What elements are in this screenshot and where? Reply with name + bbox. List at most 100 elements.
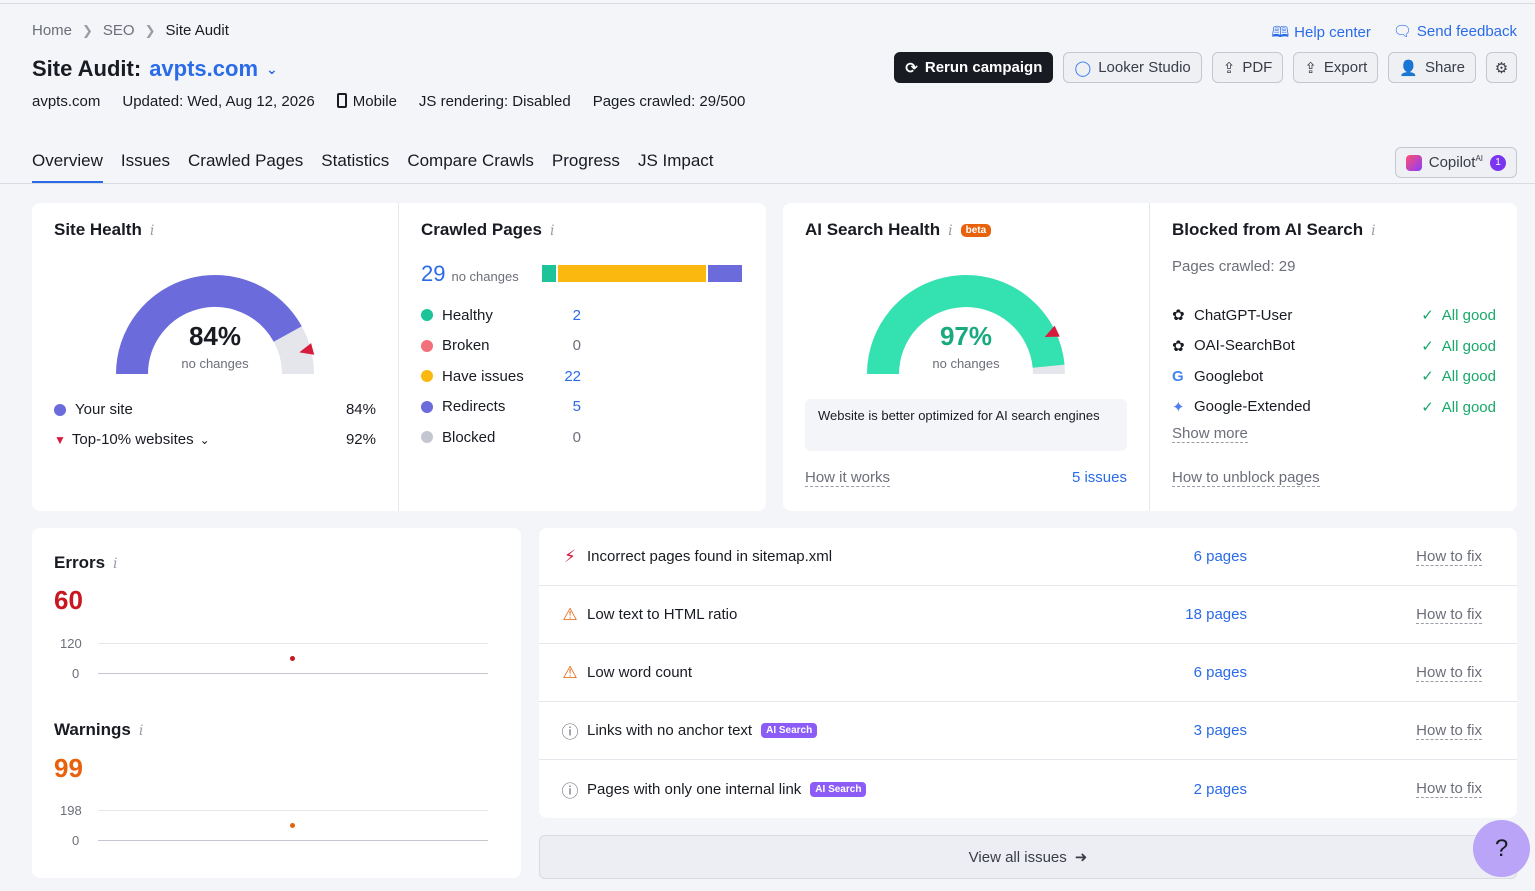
bar-segment-redirects[interactable] [708,265,742,282]
tab-overview[interactable]: Overview [32,151,103,184]
looker-label: Looker Studio [1098,59,1191,76]
crawled-item-value[interactable]: 5 [572,398,581,416]
meta-device-label: Mobile [352,93,397,110]
top-issues-card: ⚡ Incorrect pages found in sitemap.xml 6 p… [539,528,1517,818]
openai-icon: ✿ [1172,337,1185,355]
pdf-button[interactable]: ⇪ PDF [1211,52,1284,83]
crawled-total-value[interactable]: 29 [421,261,446,286]
how-to-fix-link[interactable]: How to fix [1416,721,1482,740]
how-to-fix-link[interactable]: How to fix [1416,780,1482,798]
issue-count-link[interactable]: 18 pages [1185,606,1247,623]
warnings-data-point[interactable] [290,822,295,828]
breadcrumb-home[interactable]: Home [32,22,73,39]
issue-label[interactable]: Low text to HTML ratio [587,606,738,623]
ai-issues-link[interactable]: 5 issues [1071,469,1127,486]
crawled-item-label: Have issues [442,367,524,385]
ai-health-value: 97% [939,321,993,351]
header-links: 🕮 Help center 🗨 Send feedback [1271,22,1517,47]
book-icon: 🕮 [1271,24,1290,41]
export-button[interactable]: ⇪ Export [1293,52,1379,83]
legend-dot [421,339,433,352]
issue-count-link[interactable]: 6 pages [1193,664,1247,681]
settings-button[interactable]: ⚙ [1486,52,1517,83]
info-icon[interactable]: i [549,223,555,239]
info-icon[interactable]: i [948,223,953,239]
gemini-icon: ✦ [1172,398,1185,416]
help-center-label: Help center [1294,24,1371,41]
breadcrumb-seo[interactable]: SEO [102,22,135,39]
triangle-down-icon: ▼ [54,432,66,447]
show-more-link[interactable]: Show more [1172,425,1248,443]
site-health-title: Site Health i [54,220,154,240]
site-health-gauge [116,275,315,375]
page-title: Site Audit: avpts.com ⌄ [32,56,278,82]
bar-segment-healthy[interactable] [542,265,556,282]
how-it-works-link[interactable]: How it works [805,469,891,487]
bot-row: ✦ Google-Extended ✓ All good [1172,392,1496,423]
how-to-fix-link[interactable]: How to fix [1416,663,1482,682]
issue-count-link[interactable]: 2 pages [1193,780,1247,798]
unblock-pages-link[interactable]: How to unblock pages [1172,469,1320,487]
arrow-right-icon: ➜ [1074,849,1088,866]
issue-label[interactable]: Pages with only one internal link [587,780,802,798]
help-button[interactable]: ? [1473,820,1530,877]
how-to-fix-link[interactable]: How to fix [1416,547,1482,566]
how-to-fix-link[interactable]: How to fix [1416,605,1482,624]
tab-compare-crawls[interactable]: Compare Crawls [407,151,534,170]
share-button[interactable]: 👤 Share [1388,52,1476,83]
issue-count-link[interactable]: 3 pages [1193,722,1247,739]
tab-crawled-pages[interactable]: Crawled Pages [188,151,304,170]
legend-label[interactable]: Top-10% websites [71,431,194,448]
rerun-campaign-button[interactable]: ⟳ Rerun campaign [894,52,1054,83]
errors-value[interactable]: 60 [54,585,83,615]
bar-segment-have-issues[interactable] [557,265,707,282]
info-icon[interactable]: i [149,223,155,239]
send-feedback-label: Send feedback [1416,23,1517,40]
bot-list: ✿ ChatGPT-User ✓ All good ✿ OAI-SearchBot ✓ All… [1172,300,1496,422]
tab-issues[interactable]: Issues [120,151,170,170]
info-icon[interactable]: i [1371,223,1376,239]
legend-value: 92% [345,431,376,448]
info-icon[interactable]: i [113,556,118,572]
looker-studio-button[interactable]: ◯ Looker Studio [1063,52,1202,83]
tab-statistics[interactable]: Statistics [321,151,390,170]
bot-status-label: All good [1441,398,1496,416]
legend-dot [421,370,433,383]
check-icon: ✓ [1421,368,1434,386]
issue-label[interactable]: Links with no anchor text [587,722,753,739]
bot-status-label: All good [1441,337,1496,355]
copilot-logo-icon [1405,154,1422,171]
looker-icon: ◯ [1074,59,1092,77]
add-user-icon: 👤 [1399,59,1418,77]
gear-icon: ⚙ [1494,59,1509,77]
send-feedback-link[interactable]: 🗨 Send feedback [1393,22,1517,47]
copilot-button[interactable]: CopilotAI 1 [1394,147,1517,178]
ai-search-tag: AI Search [810,781,867,797]
crawled-item-label: Healthy [442,306,493,324]
chevron-down-icon[interactable]: ⌄ [199,432,210,447]
project-domain-selector[interactable]: avpts.com [149,56,259,81]
crawled-item-value[interactable]: 2 [572,306,581,324]
crawled-item-value[interactable]: 22 [564,367,581,385]
view-all-issues-button[interactable]: View all issues ➜ [539,835,1517,879]
error-icon: ⚡ [564,546,576,566]
tab-js-impact[interactable]: JS Impact [637,151,714,170]
tab-progress[interactable]: Progress [551,151,620,170]
legend-your-site: Your site 84% [54,401,376,418]
check-icon: ✓ [1421,307,1434,325]
info-icon[interactable]: i [138,723,144,739]
crawled-total: 29 no changes [421,261,519,287]
chevron-down-icon[interactable]: ⌄ [266,60,278,77]
issue-row: ⓘ Pages with only one internal link AI Sea… [539,760,1517,818]
errors-axis-top: 120 [60,636,82,651]
issue-label[interactable]: Incorrect pages found in sitemap.xml [587,548,833,565]
crawled-item-broken: Broken 0 [421,331,581,362]
warnings-value[interactable]: 99 [54,753,83,783]
errors-data-point[interactable] [290,655,295,661]
issue-label[interactable]: Low word count [587,664,693,681]
errors-warnings-card: Errors i 60 120 0 Warnings i 99 198 0 [32,528,521,878]
audit-meta: avpts.com Updated: Wed, Aug 12, 2026 Mob… [32,93,745,110]
help-center-link[interactable]: 🕮 Help center [1271,22,1370,47]
bot-row: ✿ ChatGPT-User ✓ All good [1172,300,1496,331]
issue-count-link[interactable]: 6 pages [1193,548,1247,565]
